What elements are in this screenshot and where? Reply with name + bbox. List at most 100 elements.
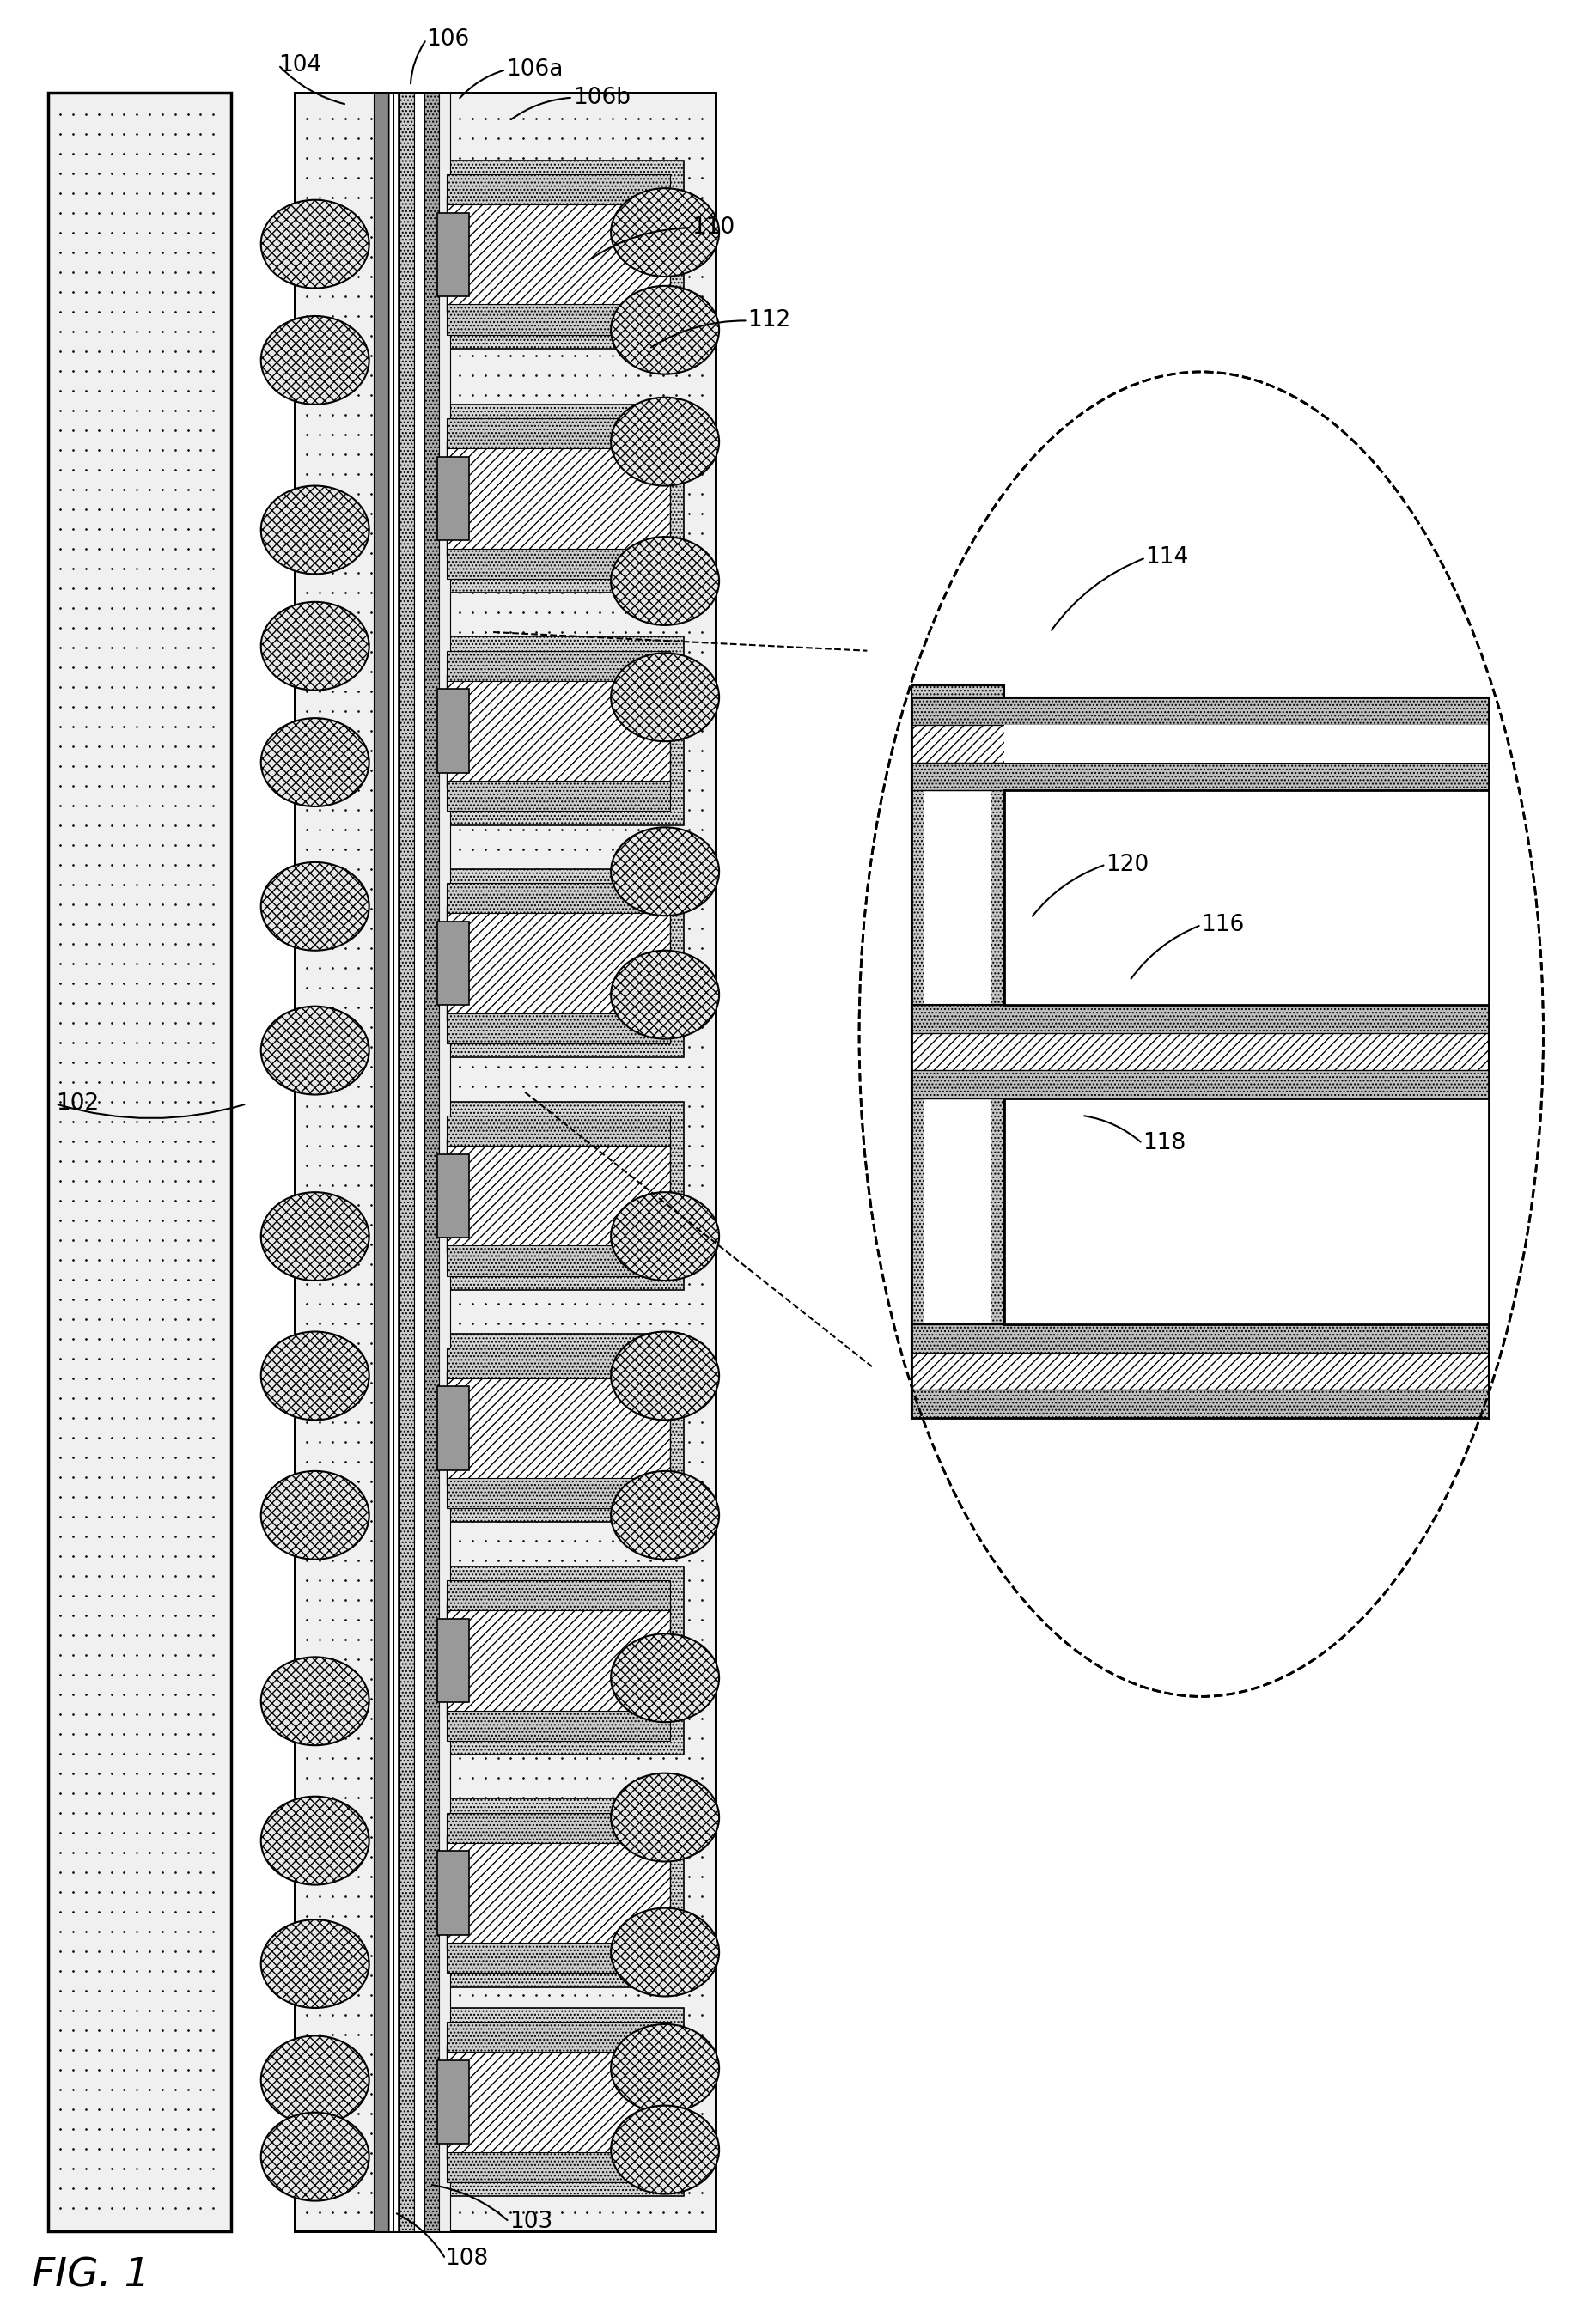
Ellipse shape — [261, 1192, 369, 1281]
Ellipse shape — [261, 2113, 369, 2201]
Bar — [294, 93, 716, 2231]
Bar — [447, 174, 670, 205]
Bar — [447, 418, 670, 579]
Bar — [447, 1710, 670, 1741]
Bar — [447, 1580, 670, 1741]
Bar — [447, 674, 670, 788]
Bar — [438, 1387, 469, 1471]
Ellipse shape — [611, 1192, 719, 1281]
Bar — [447, 1013, 670, 1043]
Ellipse shape — [261, 1006, 369, 1095]
Bar — [447, 1139, 670, 1253]
Bar — [447, 548, 670, 579]
Bar — [438, 214, 469, 297]
Bar — [447, 198, 670, 311]
Bar — [436, 637, 684, 825]
Bar — [912, 762, 1489, 790]
Bar — [436, 2008, 684, 2196]
Ellipse shape — [611, 1332, 719, 1420]
Ellipse shape — [611, 951, 719, 1039]
Text: 114: 114 — [1146, 546, 1188, 569]
Bar — [48, 93, 231, 2231]
Bar — [912, 1006, 1489, 1099]
Bar — [447, 651, 670, 811]
Ellipse shape — [261, 1332, 369, 1420]
Ellipse shape — [261, 718, 369, 806]
Ellipse shape — [261, 200, 369, 288]
Bar — [388, 93, 399, 2231]
Text: 102: 102 — [56, 1092, 99, 1116]
Ellipse shape — [261, 1657, 369, 1745]
Bar — [438, 1620, 469, 1703]
Bar — [447, 883, 670, 913]
Bar — [374, 93, 388, 2231]
Bar — [447, 1371, 670, 1485]
Bar — [425, 93, 439, 2231]
Ellipse shape — [611, 286, 719, 374]
Text: 118: 118 — [1142, 1132, 1185, 1155]
Ellipse shape — [611, 2106, 719, 2194]
Bar — [447, 2152, 670, 2182]
Bar — [447, 1836, 670, 1950]
Bar — [912, 1325, 1489, 1418]
Bar — [447, 1116, 670, 1276]
Bar — [912, 686, 1004, 1418]
Bar — [447, 1580, 670, 1611]
Bar — [447, 1604, 670, 1717]
Bar — [438, 2061, 469, 2143]
Bar — [447, 1246, 670, 1276]
Bar — [912, 1390, 1489, 1418]
Ellipse shape — [611, 1908, 719, 1996]
Bar — [447, 2045, 670, 2159]
Ellipse shape — [859, 372, 1543, 1697]
Bar — [439, 93, 450, 2231]
Bar — [447, 1478, 670, 1508]
Bar — [294, 93, 716, 2231]
Text: FIG. 1: FIG. 1 — [32, 2257, 150, 2296]
Ellipse shape — [261, 1796, 369, 1885]
Bar — [912, 1071, 1489, 1099]
Text: 112: 112 — [748, 309, 791, 332]
Ellipse shape — [611, 1471, 719, 1559]
Bar — [436, 1799, 684, 1987]
Bar — [438, 1155, 469, 1239]
Bar — [414, 93, 425, 2231]
Ellipse shape — [611, 188, 719, 277]
Text: 106a: 106a — [506, 58, 563, 81]
Text: 116: 116 — [1201, 913, 1244, 937]
Ellipse shape — [261, 486, 369, 574]
Text: 103: 103 — [509, 2210, 552, 2233]
Bar — [48, 93, 231, 2231]
Bar — [912, 697, 1489, 790]
Bar — [447, 174, 670, 335]
Ellipse shape — [611, 1773, 719, 1862]
Ellipse shape — [261, 862, 369, 951]
Bar — [436, 1566, 684, 1755]
Text: 110: 110 — [692, 216, 735, 239]
Bar — [924, 697, 991, 1406]
Text: 108: 108 — [445, 2247, 488, 2271]
Bar — [447, 1813, 670, 1973]
Bar — [447, 781, 670, 811]
Ellipse shape — [611, 537, 719, 625]
Bar — [912, 697, 1489, 725]
Bar — [1004, 1099, 1489, 1325]
Ellipse shape — [611, 653, 719, 741]
Text: 104: 104 — [278, 53, 321, 77]
Bar — [447, 1348, 670, 1378]
Bar — [447, 883, 670, 1043]
Bar — [447, 2022, 670, 2052]
Bar — [912, 1325, 1489, 1353]
Text: 106b: 106b — [573, 86, 630, 109]
Ellipse shape — [611, 1634, 719, 1722]
Text: 120: 120 — [1106, 853, 1149, 876]
Bar — [912, 1006, 1489, 1034]
Ellipse shape — [261, 1920, 369, 2008]
Bar — [438, 690, 469, 774]
Bar — [447, 2022, 670, 2182]
Bar — [438, 923, 469, 1006]
Bar — [438, 458, 469, 541]
Bar — [447, 651, 670, 681]
Bar — [447, 418, 670, 449]
Bar — [436, 160, 684, 349]
